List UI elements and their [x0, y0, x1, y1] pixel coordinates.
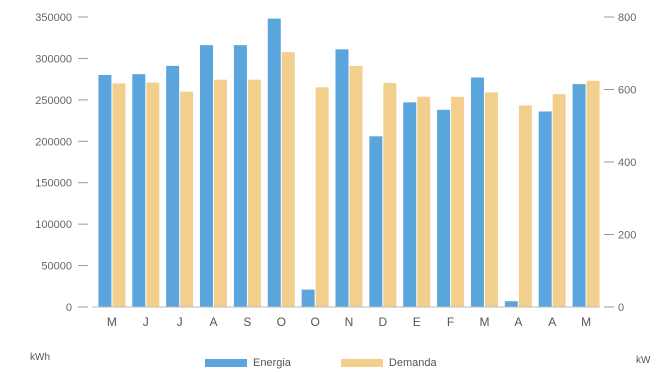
category-label: M [581, 315, 591, 329]
bar-energia [200, 45, 214, 308]
right-tick-label: 400 [618, 157, 636, 169]
category-label: O [277, 315, 286, 329]
bar-demanda [383, 82, 397, 307]
category-label: N [345, 315, 354, 329]
bar-energia [132, 74, 146, 308]
left-tick-label: 350000 [35, 12, 72, 24]
bar-energia [470, 77, 484, 307]
right-tick-label: 600 [618, 85, 636, 97]
left-axis-unit: kWh [30, 352, 50, 363]
legend-swatch-energia [205, 359, 247, 367]
legend-swatch-demanda [340, 359, 383, 367]
category-label: S [243, 315, 251, 329]
left-tick-label: 250000 [35, 95, 72, 107]
right-tick-label: 0 [618, 302, 624, 314]
left-tick-label: 200000 [35, 136, 72, 148]
bar-energia [233, 45, 247, 308]
bar-demanda [180, 91, 194, 307]
legend: Energia Demanda [205, 357, 487, 369]
bar-energia [369, 136, 383, 307]
left-tick-label: 100000 [35, 219, 72, 231]
legend-item-demanda: Demanda [340, 357, 437, 369]
bar-energia [335, 49, 349, 308]
bar-energia [572, 84, 586, 307]
bar-energia [437, 109, 451, 307]
bar-energia [301, 289, 315, 307]
bar-demanda [146, 82, 160, 307]
legend-label-energia: Energia [253, 357, 291, 369]
right-tick-label: 200 [618, 230, 636, 242]
bar-demanda [349, 65, 363, 307]
category-label: A [210, 315, 218, 329]
bar-energia [98, 75, 112, 307]
bar-energia [504, 301, 518, 307]
right-tick-label: 800 [618, 12, 636, 24]
bar-demanda [417, 96, 431, 307]
category-label: F [447, 315, 454, 329]
category-label: A [548, 315, 556, 329]
left-tick-label: 300000 [35, 53, 72, 65]
bar-demanda [484, 92, 498, 308]
legend-item-energia: Energia [205, 357, 291, 369]
bar-energia [166, 65, 180, 307]
category-label: E [413, 315, 421, 329]
bar-demanda [518, 105, 532, 307]
left-y-axis: 0 50000 100000 150000 200000 250000 300000 3500… [35, 12, 88, 314]
left-tick-label: 50000 [41, 261, 72, 273]
bar-demanda [214, 79, 228, 308]
right-axis-unit: kW [636, 355, 651, 366]
bar-demanda [247, 79, 261, 308]
bar-demanda [451, 96, 465, 307]
bar-demanda [552, 94, 566, 308]
legend-label-demanda: Demanda [388, 357, 437, 369]
left-tick-label: 0 [66, 302, 72, 314]
bar-energia [267, 18, 281, 308]
category-label: J [143, 315, 149, 329]
bars [98, 18, 600, 308]
bar-demanda [112, 83, 126, 308]
category-label: M [107, 315, 117, 329]
left-tick-label: 150000 [35, 178, 72, 190]
bar-demanda [586, 80, 600, 307]
category-label: A [514, 315, 522, 329]
category-label: O [310, 315, 319, 329]
bar-demanda [315, 87, 329, 307]
category-label: J [177, 315, 183, 329]
category-label: M [479, 315, 489, 329]
right-y-axis: 0 200 400 600 800 [604, 12, 636, 314]
category-label: D [379, 315, 388, 329]
bar-demanda [281, 52, 295, 307]
bar-energia [403, 102, 417, 307]
bar-energia [538, 111, 552, 307]
